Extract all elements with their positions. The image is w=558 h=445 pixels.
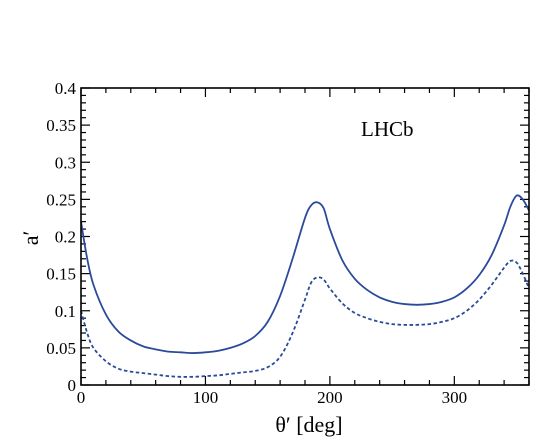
- plot-frame: [80, 87, 530, 386]
- y-tick-label: 0.15: [46, 265, 76, 284]
- y-tick-label: 0.2: [55, 228, 76, 247]
- y-tick-label: 0.05: [46, 339, 76, 358]
- y-tick-label: 0.25: [46, 190, 76, 209]
- x-tick-label: 100: [193, 388, 219, 407]
- y-tick-label: 0: [68, 376, 77, 395]
- y-axis-label: a′: [18, 231, 43, 246]
- x-tick-label: 0: [77, 388, 86, 407]
- series-line-dashed: [80, 259, 530, 378]
- x-axis-label: θ′ [deg]: [275, 412, 342, 437]
- x-tick-label: 200: [317, 388, 343, 407]
- tick-labels-group: 0 100 200 300 0 0.05 0.1 0.15 0.2 0.25 0.3 0.35 0.4: [46, 79, 467, 407]
- y-tick-label: 0.4: [55, 79, 77, 98]
- x-tick-label: 300: [442, 388, 468, 407]
- ticks-group: [80, 87, 530, 386]
- series-group: [80, 194, 530, 378]
- series-line-solid: [80, 194, 530, 354]
- y-tick-label: 0.35: [46, 116, 76, 135]
- chart-annotation: LHCb: [361, 117, 414, 141]
- y-tick-label: 0.3: [55, 153, 76, 172]
- y-tick-label: 0.1: [55, 302, 76, 321]
